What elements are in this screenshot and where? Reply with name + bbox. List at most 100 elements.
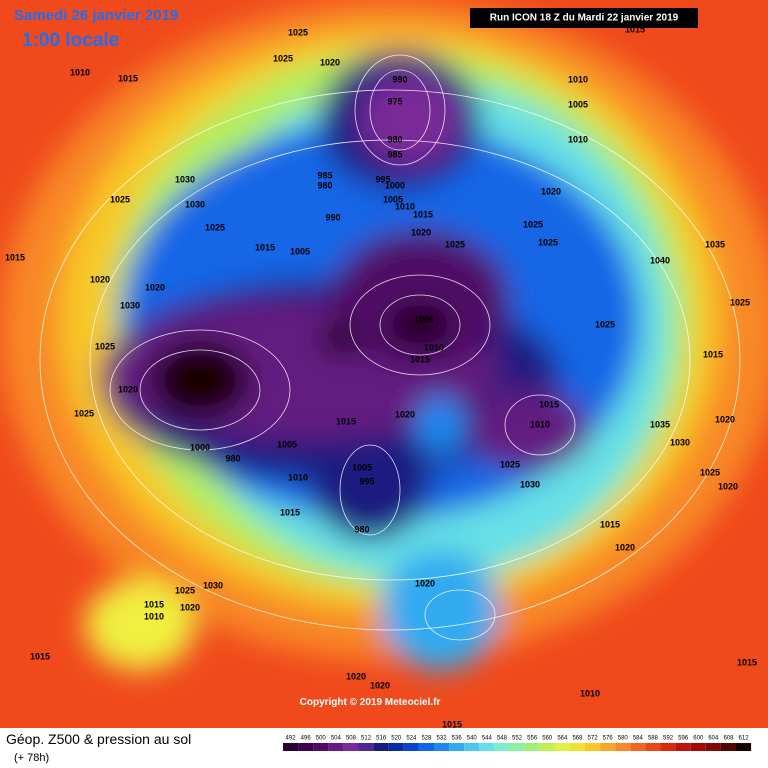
scale-label: 588 <box>648 736 659 742</box>
scale-swatch <box>645 743 661 751</box>
scale-label: 584 <box>633 736 644 742</box>
scale-swatch <box>313 743 329 751</box>
pressure-label: 1030 <box>175 174 195 184</box>
scale-label: 564 <box>557 736 568 742</box>
scale-label: 500 <box>316 736 327 742</box>
scale-swatch <box>585 743 601 751</box>
scale-swatch <box>298 743 314 751</box>
scale-label: 596 <box>678 736 689 742</box>
pressure-label: 1015 <box>280 507 300 517</box>
run-info: Run ICON 18 Z du Mardi 22 janvier 2019 <box>490 13 679 24</box>
scale-swatch <box>630 743 646 751</box>
pressure-label: 1015 <box>410 354 430 364</box>
pressure-label: 1015 <box>118 73 138 83</box>
pressure-label: 1020 <box>320 57 340 67</box>
scale-swatch <box>328 743 344 751</box>
scale-label: 532 <box>437 736 448 742</box>
scale-swatch <box>705 743 721 751</box>
scale-swatch <box>388 743 404 751</box>
scale-label: 568 <box>572 736 583 742</box>
scale-swatch <box>615 743 631 751</box>
pressure-label: 980 <box>354 524 369 534</box>
scale-swatch <box>373 743 389 751</box>
pressure-label: 1005 <box>352 462 372 472</box>
scale-label: 528 <box>421 736 432 742</box>
pressure-label: 1015 <box>600 519 620 529</box>
pressure-label: 985 <box>387 149 402 159</box>
pressure-label: 1025 <box>273 53 293 63</box>
pressure-label: 1000 <box>190 442 210 452</box>
pressure-label: 1015 <box>737 657 757 667</box>
pressure-label: 1015 <box>539 399 559 409</box>
scale-swatch <box>690 743 706 751</box>
copyright: Copyright © 2019 Meteociel.fr <box>300 697 441 708</box>
pressure-label: 1015 <box>5 252 25 262</box>
pressure-label: 1025 <box>288 27 308 37</box>
pressure-label: 1010 <box>568 74 588 84</box>
scale-label: 512 <box>361 736 372 742</box>
pressure-label: 980 <box>225 453 240 463</box>
pressure-label: 1020 <box>718 481 738 491</box>
pressure-label: 1005 <box>414 314 434 324</box>
pressure-label: 1020 <box>346 671 366 681</box>
pressure-label: 1020 <box>395 409 415 419</box>
pressure-label: 995 <box>375 174 390 184</box>
scale-swatch <box>343 743 359 751</box>
scale-swatch <box>358 743 374 751</box>
pressure-label: 1020 <box>145 282 165 292</box>
pressure-label: 1015 <box>255 242 275 252</box>
pressure-label: 1020 <box>411 227 431 237</box>
map-field <box>0 0 768 728</box>
pressure-label: 1005 <box>383 194 403 204</box>
pressure-label: 1030 <box>520 479 540 489</box>
scale-swatch <box>418 743 434 751</box>
scale-label: 536 <box>452 736 463 742</box>
pressure-label: 1015 <box>336 416 356 426</box>
pressure-label: 1020 <box>415 578 435 588</box>
scale-label: 600 <box>693 736 704 742</box>
date-title: Samedi 26 janvier 2019 <box>14 7 178 24</box>
pressure-label: 1030 <box>203 580 223 590</box>
scale-label: 580 <box>618 736 629 742</box>
pressure-label: 1020 <box>370 680 390 690</box>
pressure-label: 1015 <box>625 24 645 34</box>
footer-lead: (+ 78h) <box>14 752 49 764</box>
run-box <box>470 8 698 28</box>
pressure-label: 1000 <box>385 180 405 190</box>
pressure-label: 1030 <box>120 300 140 310</box>
scale-swatch <box>524 743 540 751</box>
scale-swatch <box>403 743 419 751</box>
pressure-label: 1020 <box>715 414 735 424</box>
pressure-label: 1015 <box>442 719 462 729</box>
scale-swatch <box>494 743 510 751</box>
scale-label: 552 <box>512 736 523 742</box>
color-scale: 492 496 500 504 508 512 516 520 524 528 532 536 540 5… <box>283 736 752 751</box>
pressure-label: 990 <box>392 74 407 84</box>
pressure-label: 1020 <box>118 384 138 394</box>
pressure-label: 1020 <box>180 602 200 612</box>
pressure-label: 1010 <box>530 419 550 429</box>
pressure-label: 1010 <box>568 134 588 144</box>
pressure-label: 1025 <box>445 239 465 249</box>
pressure-label: 1005 <box>290 246 310 256</box>
pressure-label: 1010 <box>288 472 308 482</box>
scale-label: 604 <box>708 736 719 742</box>
time-title: 1:00 locale <box>22 30 119 51</box>
scale-label: 548 <box>497 736 508 742</box>
scale-swatch <box>539 743 555 751</box>
pressure-label: 1040 <box>650 255 670 265</box>
pressure-label: 1025 <box>538 237 558 247</box>
pressure-label: 1020 <box>541 186 561 196</box>
scale-label: 572 <box>588 736 599 742</box>
pressure-label: 1025 <box>523 219 543 229</box>
pressure-label: 985 <box>317 170 332 180</box>
pressure-label: 1010 <box>580 688 600 698</box>
scale-label: 516 <box>376 736 387 742</box>
pressure-label: 980 <box>387 134 402 144</box>
pressure-label: 1015 <box>413 209 433 219</box>
scale-swatch <box>434 743 450 751</box>
scale-label: 504 <box>331 736 342 742</box>
scale-label: 492 <box>286 736 297 742</box>
pressure-label: 1020 <box>615 542 635 552</box>
scale-swatch <box>569 743 585 751</box>
